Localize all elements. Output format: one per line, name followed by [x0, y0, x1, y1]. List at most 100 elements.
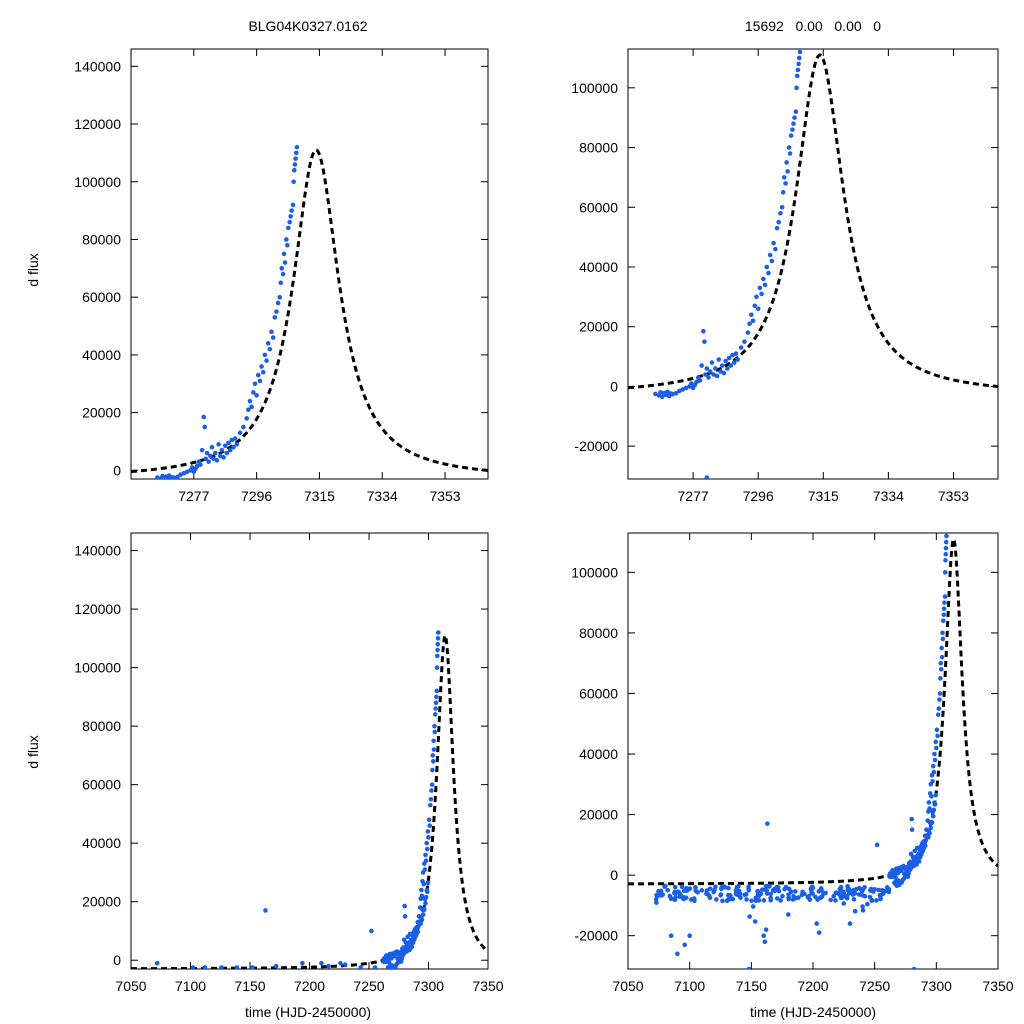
data-point [372, 965, 378, 969]
data-point [853, 886, 859, 892]
data-point [769, 258, 775, 264]
data-point [423, 858, 429, 864]
data-point [911, 966, 917, 969]
data-point [659, 394, 665, 400]
data-point [797, 55, 802, 61]
data-point [287, 219, 292, 225]
data-point [928, 825, 934, 831]
data-point [701, 328, 706, 334]
data-point [720, 898, 725, 904]
data-point [786, 912, 791, 917]
data-point [699, 363, 704, 368]
data-point [680, 387, 686, 392]
data-point [435, 647, 440, 653]
data-point [422, 906, 427, 912]
data-point [435, 653, 440, 659]
data-point [940, 630, 945, 636]
data-point [293, 150, 299, 156]
data-point [430, 758, 436, 764]
data-point [199, 447, 205, 453]
data-point [764, 888, 770, 893]
data-point [684, 888, 690, 893]
data-point [733, 887, 739, 893]
data-point [781, 175, 787, 180]
data-point [933, 739, 939, 745]
xlabel-bottom-left: time (HJD-2450000) [245, 1004, 371, 1020]
y-tick-label: 20000 [579, 807, 618, 823]
data-point [884, 885, 890, 890]
data-point [658, 893, 664, 898]
data-point [221, 455, 226, 460]
data-point [435, 636, 441, 641]
data-point [278, 280, 284, 286]
data-point [726, 885, 731, 891]
data-point [418, 921, 424, 926]
data-point [713, 366, 718, 371]
data-point [250, 965, 255, 969]
data-point [876, 887, 882, 893]
data-point [431, 738, 436, 744]
data-point [759, 291, 764, 297]
data-point [934, 727, 940, 733]
x-tick-label: 7353 [429, 488, 460, 504]
data-point [719, 363, 725, 368]
data-point [174, 474, 180, 479]
data-point [846, 891, 852, 896]
data-point [838, 884, 844, 890]
data-point [237, 430, 243, 436]
model-curve [131, 630, 488, 969]
data-point [735, 357, 740, 362]
data-point [433, 700, 439, 706]
data-point [202, 424, 208, 430]
data-point [721, 370, 727, 376]
x-tick-label: 7100 [674, 978, 705, 994]
data-point [752, 303, 758, 309]
data-point [838, 894, 843, 899]
data-point [874, 842, 880, 848]
data-point [786, 896, 792, 902]
data-point [757, 285, 763, 291]
data-point [423, 852, 428, 858]
data-point [744, 897, 749, 902]
data-point [723, 358, 728, 364]
data-point [936, 706, 942, 711]
data-point [930, 763, 936, 769]
data-point [746, 884, 751, 889]
data-point [432, 729, 438, 735]
data-point [673, 890, 679, 896]
data-point [369, 928, 374, 934]
data-point [756, 898, 762, 903]
data-point [426, 835, 431, 840]
data-point [874, 898, 879, 903]
data-point [942, 600, 947, 605]
data-point [683, 385, 689, 391]
data-point [254, 393, 259, 398]
data-point [845, 884, 850, 889]
y-tick-label: 80000 [82, 231, 121, 247]
axes-frame [627, 48, 999, 480]
data-point [432, 712, 438, 717]
data-point [259, 364, 264, 369]
data-point [419, 893, 425, 899]
y-tick-label: 80000 [82, 718, 121, 734]
data-point [227, 447, 233, 453]
data-point [738, 345, 744, 350]
x-tick-label: 7250 [353, 978, 384, 994]
data-point [773, 246, 778, 252]
data-point [930, 778, 935, 784]
data-point [219, 447, 225, 453]
data-point [942, 570, 948, 575]
data-point [678, 892, 684, 898]
data-point [792, 115, 797, 120]
x-tick-label: 7315 [304, 488, 335, 504]
data-point [768, 897, 774, 903]
data-point [850, 892, 856, 897]
data-point [286, 225, 291, 231]
x-tick-label: 7100 [175, 978, 206, 994]
data-point [423, 901, 428, 906]
data-point [208, 453, 213, 459]
data-point [895, 870, 901, 876]
data-point [793, 889, 798, 894]
data-point [841, 901, 847, 906]
data-point [718, 892, 724, 897]
